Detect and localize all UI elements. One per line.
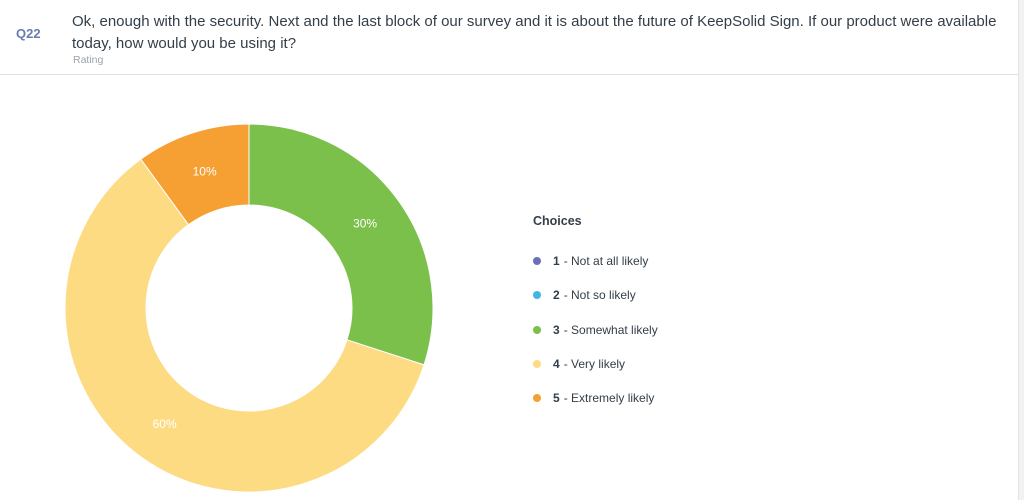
legend-item-label: - Not at all likely	[563, 254, 649, 269]
question-number: Q22	[16, 26, 41, 41]
legend-item[interactable]: 4- Very likely	[533, 347, 658, 381]
legend-item-label: - Extremely likely	[563, 391, 655, 406]
legend-item-number: 5	[553, 391, 560, 406]
legend-item-number: 2	[553, 288, 560, 303]
slice-value-label: 60%	[153, 417, 177, 431]
donut-slice[interactable]	[140, 123, 250, 226]
slice-value-label: 30%	[353, 217, 377, 231]
legend-title: Choices	[533, 214, 582, 228]
legend-item-label: - Very likely	[563, 357, 626, 372]
donut-slice[interactable]	[248, 123, 434, 366]
legend-item[interactable]: 2- Not so likely	[533, 278, 658, 312]
legend-item-label: - Somewhat likely	[563, 322, 658, 337]
legend-dot-icon	[533, 257, 541, 266]
legend-dot-icon	[533, 325, 541, 334]
legend-dot-icon	[533, 360, 541, 369]
legend-dot-icon	[533, 291, 541, 300]
chart-legend: Choices 1- Not at all likely 2- Not so li…	[533, 214, 658, 415]
slice-value-label: 10%	[193, 165, 217, 179]
question-type: Rating	[73, 54, 104, 66]
legend-item[interactable]: 5- Extremely likely	[533, 381, 658, 415]
donut-slice[interactable]	[64, 158, 425, 493]
legend-item-label: - Not so likely	[563, 288, 636, 303]
legend-item-number: 3	[553, 322, 560, 337]
scrollbar-track[interactable]	[1019, 0, 1024, 500]
legend-dot-icon	[533, 394, 541, 403]
legend-item-number: 1	[553, 254, 560, 269]
legend-item-number: 4	[553, 357, 560, 372]
legend-item[interactable]: 1- Not at all likely	[533, 244, 658, 278]
legend-item[interactable]: 3- Somewhat likely	[533, 313, 658, 347]
question-header: Q22 Ok, enough with the security. Next a…	[0, 0, 1018, 75]
question-text: Ok, enough with the security. Next and t…	[72, 13, 997, 52]
